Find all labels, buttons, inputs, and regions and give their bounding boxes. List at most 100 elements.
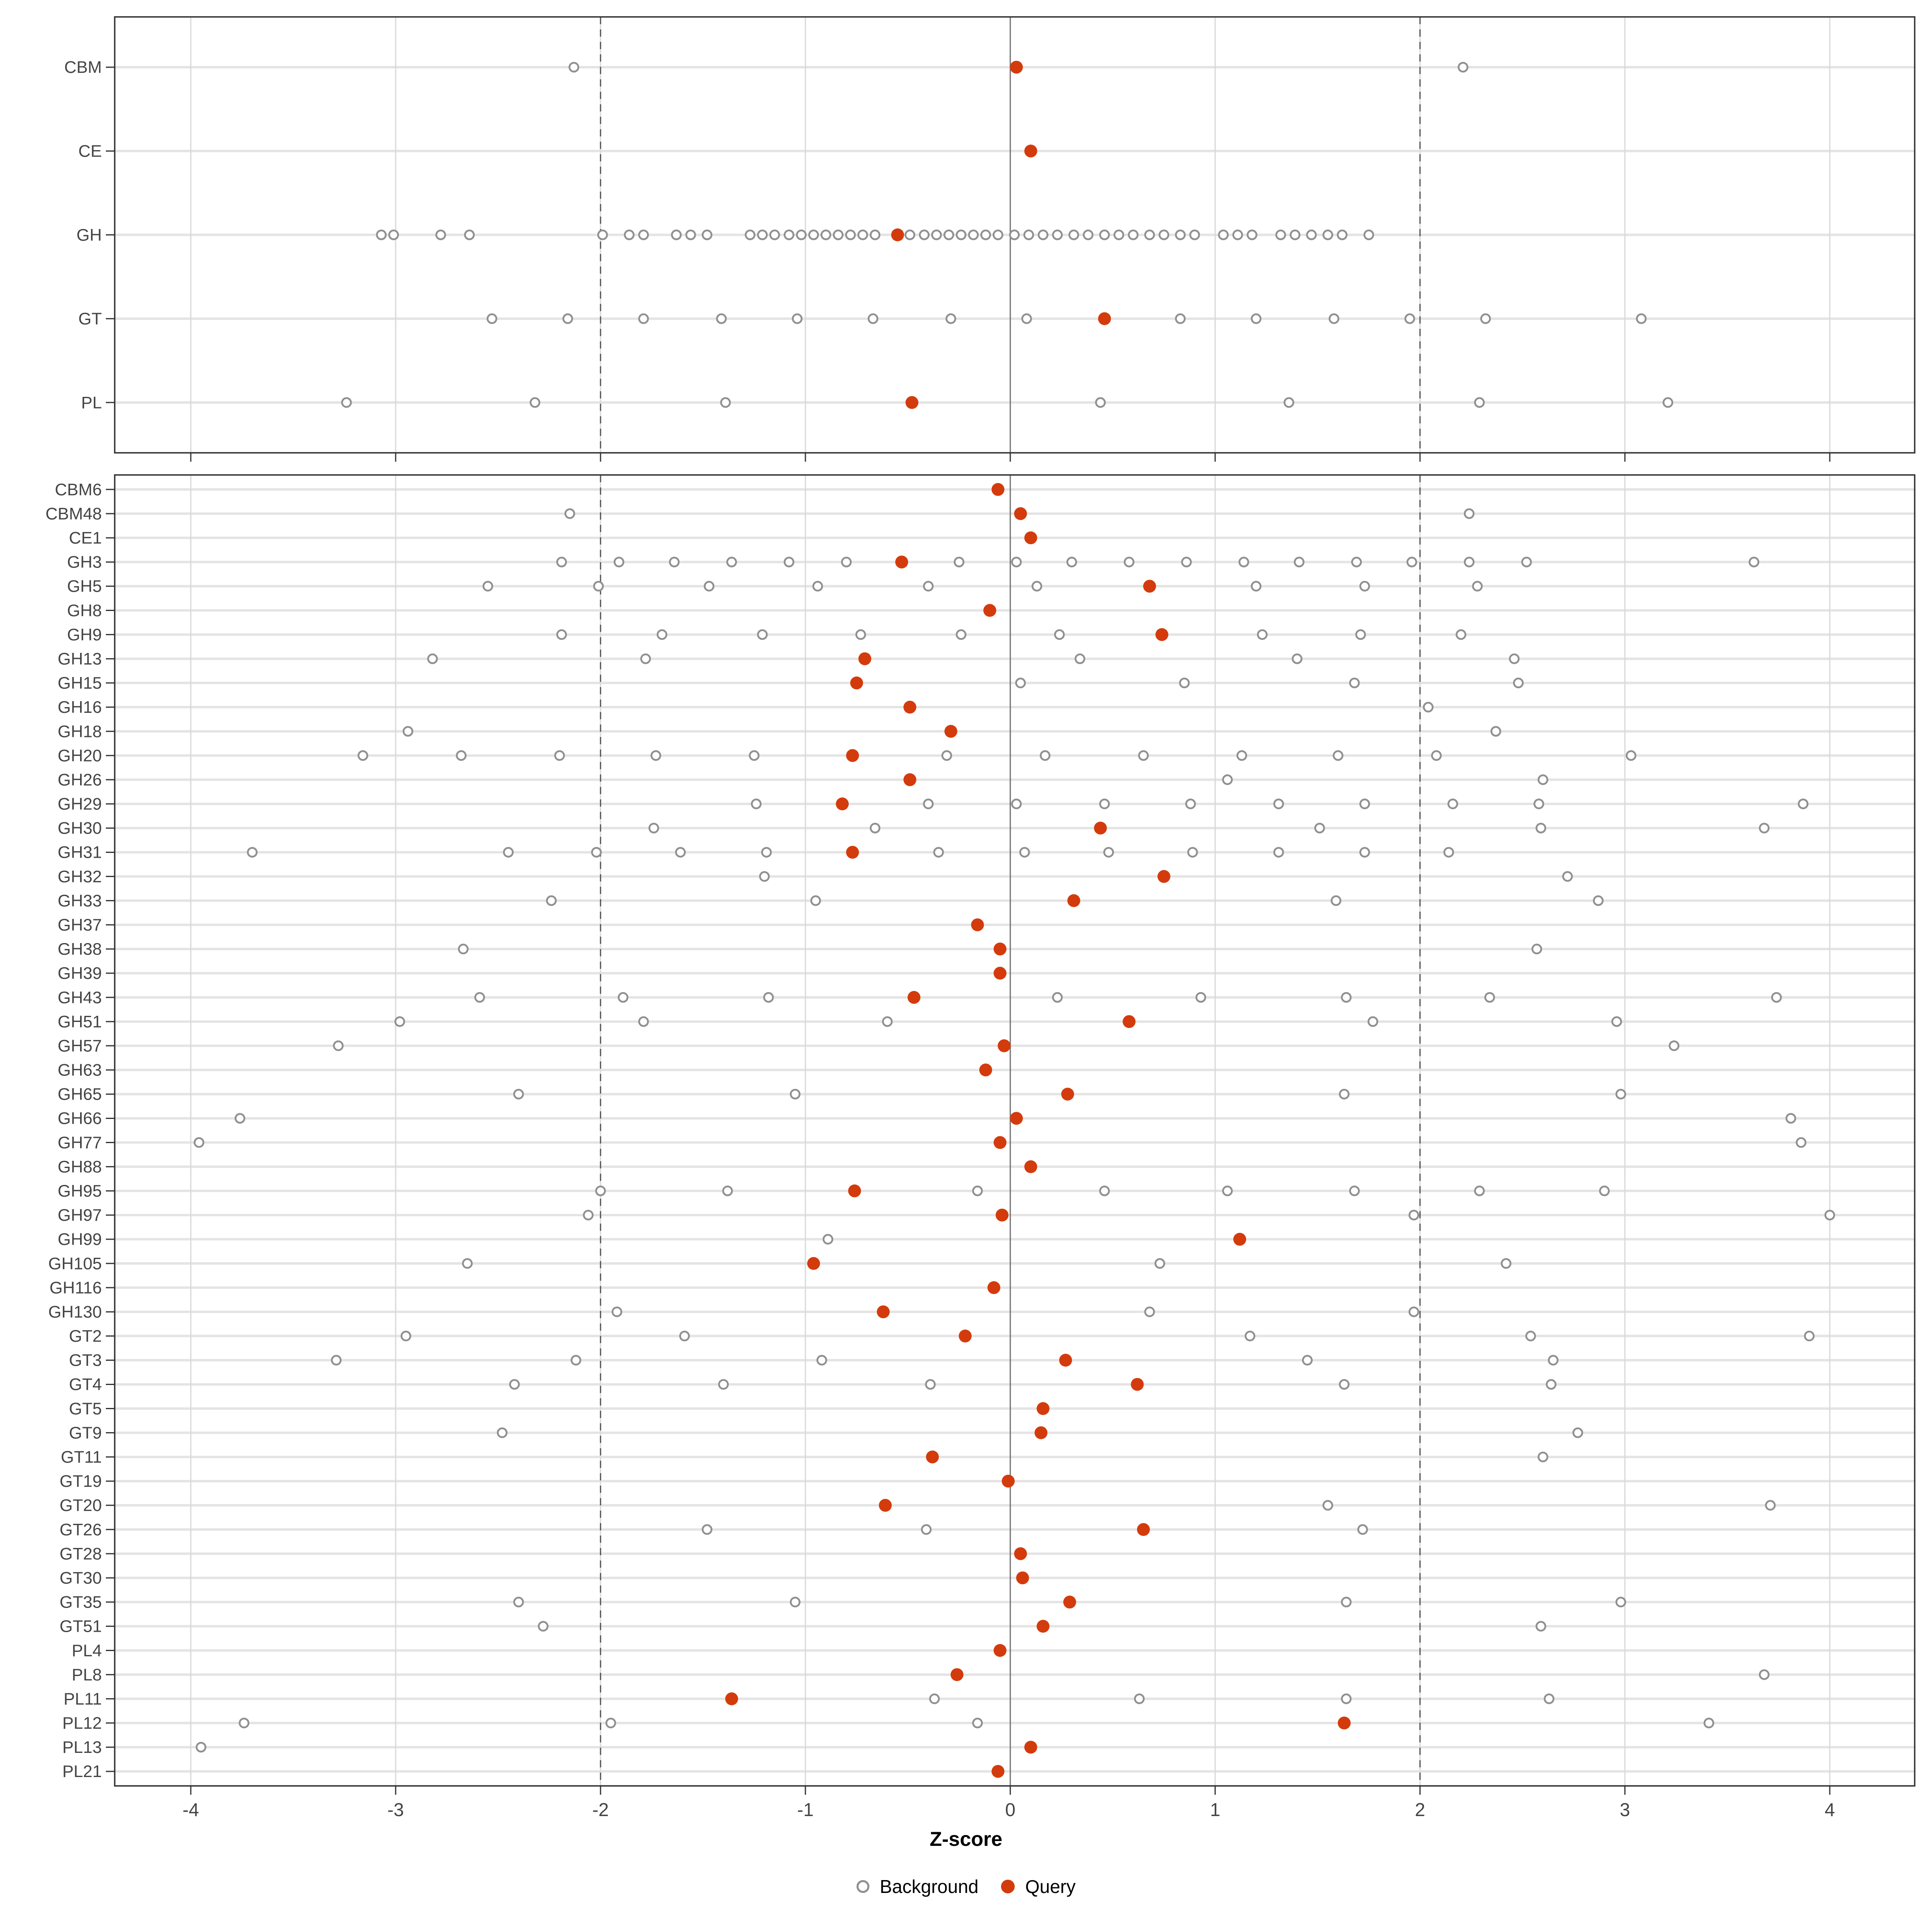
background-point [509,1379,520,1390]
query-point [1024,531,1037,545]
y-axis-label: GH31 [58,843,102,862]
query-point [991,483,1005,496]
background-point [1349,1185,1360,1196]
background-point [564,508,575,519]
background-point [1457,62,1469,73]
query-point [891,228,904,242]
background-point [1404,313,1415,324]
background-point [931,229,942,240]
background-point [1408,1210,1419,1221]
background-point [820,229,832,240]
background-point [1339,1379,1350,1390]
background-point [1306,229,1317,240]
legend-item-background: Background [856,1876,978,1897]
query-point [987,1281,1001,1294]
query-point [846,749,859,762]
query-point [1338,1716,1351,1730]
background-point [925,1379,936,1390]
background-point [1339,1089,1350,1100]
background-point [435,229,446,240]
background-point [763,992,774,1003]
background-point [624,229,635,240]
query-point [1123,1015,1136,1028]
background-point [1099,1185,1110,1196]
background-point [1052,229,1063,240]
background-point [595,1185,606,1196]
query-point [1036,1402,1050,1415]
query-point [1024,144,1037,158]
background-point [822,1234,834,1245]
background-point [1273,847,1284,858]
query-point [983,604,997,617]
background-point [1544,1693,1554,1704]
query-point [905,396,919,409]
y-axis-label: GT4 [69,1375,102,1394]
background-point [1331,895,1342,906]
query-point [959,1329,972,1343]
y-axis-label: PL [81,393,102,412]
background-point [1703,1717,1714,1729]
background-point [1292,653,1302,664]
background-point [790,1597,801,1608]
y-axis-label: GH130 [48,1302,102,1321]
background-point [921,1524,932,1535]
x-tick-label: -1 [797,1799,814,1820]
background-point [486,313,497,324]
query-point [903,773,916,786]
y-axis-label: GH95 [58,1181,102,1200]
query-point [877,1305,890,1319]
background-point [1341,992,1352,1003]
background-point [720,397,731,408]
query-point [848,1184,861,1197]
y-axis-label: GT3 [69,1351,102,1370]
background-point [759,871,770,882]
query-point [1143,580,1156,593]
y-axis-label: GH29 [58,795,102,813]
background-point [513,1089,524,1100]
background-point [1668,1040,1680,1051]
query-point [807,1257,820,1270]
query-point [993,1136,1007,1149]
background-point [857,229,868,240]
background-point [1011,557,1022,568]
y-axis-label: GH38 [58,939,102,958]
query-point [993,1644,1007,1657]
background-point [1363,229,1374,240]
y-axis-label: PL11 [64,1689,102,1708]
background-point [954,557,964,568]
background-point [808,229,819,240]
background-point [503,847,514,858]
query-point [1016,1571,1029,1585]
background-point [427,653,438,664]
y-axis-label: GH [76,225,102,244]
y-axis-label: PL12 [62,1713,102,1732]
background-point [1824,1210,1835,1221]
background-point [923,581,934,592]
background-point [1341,1597,1352,1608]
background-point [556,629,567,640]
y-axis-label: PL4 [72,1641,102,1660]
x-tick-label: 3 [1620,1799,1630,1820]
y-axis-label: GH8 [67,601,102,620]
y-axis-label: PL8 [72,1665,102,1684]
background-point [1054,629,1065,640]
background-point [1333,750,1344,761]
background-point [1480,313,1491,324]
query-point [1024,1740,1037,1754]
background-point [239,1717,250,1729]
background-point [1247,229,1257,240]
y-axis-label: GH43 [58,988,102,1007]
background-point [1408,1306,1419,1317]
background-point [816,1355,827,1366]
background-point [1290,229,1300,240]
background-point [1662,397,1674,408]
background-point [1275,229,1286,240]
background-point [1357,1524,1368,1535]
query-point [725,1692,738,1705]
background-point [1083,229,1094,240]
background-point [1796,1137,1806,1148]
y-axis-label: GH9 [67,625,102,644]
background-point [357,750,368,761]
y-axis-label: GH32 [58,867,102,886]
